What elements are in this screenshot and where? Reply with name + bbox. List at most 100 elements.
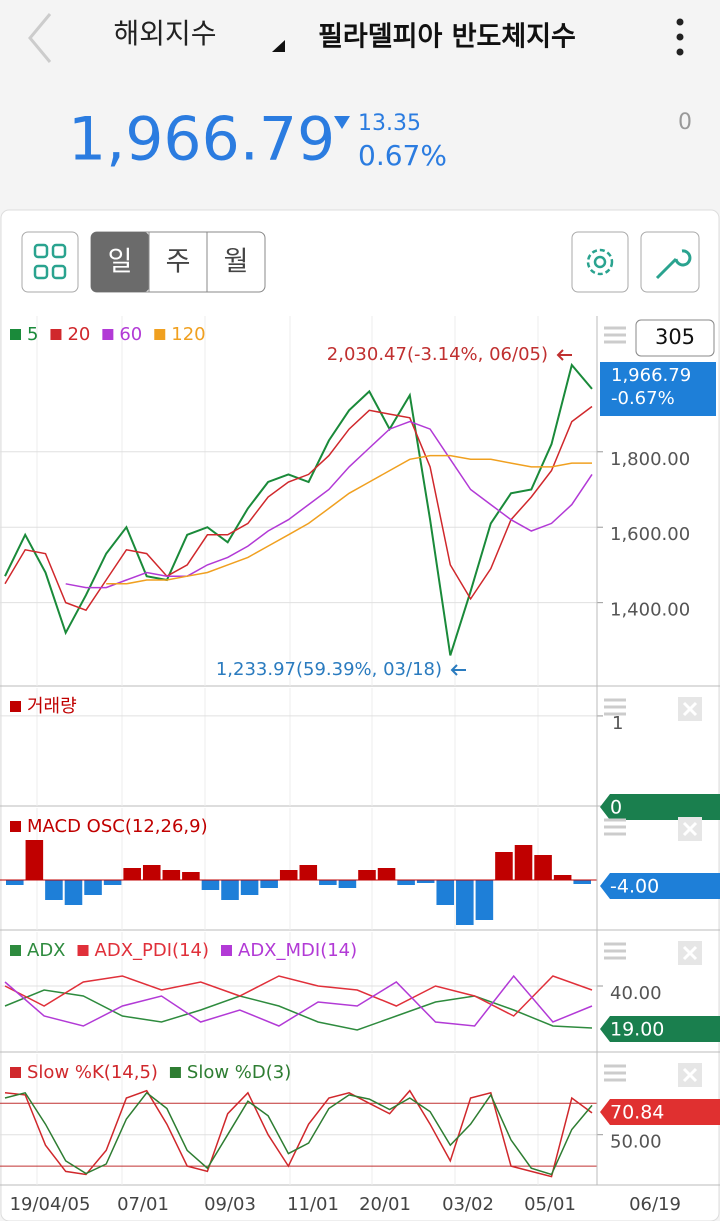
x-tick-label: 09/03 (204, 1194, 256, 1215)
layout-icon (33, 243, 67, 280)
legend-swatch (10, 1067, 21, 1078)
bar (573, 880, 591, 884)
bar (25, 840, 44, 880)
legend-swatch (10, 329, 21, 340)
bar (475, 880, 494, 920)
legend-label: ADX_MDI(14) (238, 940, 357, 961)
dropdown-marker (272, 40, 285, 52)
value-tag (600, 1016, 720, 1042)
change-pct: 0.67% (358, 139, 447, 172)
value-tag (600, 873, 720, 899)
legend-label: Slow %K(14,5) (27, 1062, 158, 1083)
count-label[interactable]: 305 (655, 325, 695, 349)
gear-icon (586, 248, 614, 276)
legend-swatch (154, 329, 166, 340)
right-value: 0 (678, 110, 692, 135)
legend-swatch (102, 329, 114, 340)
close-icon (682, 821, 698, 837)
bar (103, 880, 122, 885)
legend-label: ADX (27, 940, 66, 961)
legend-label: 20 (67, 324, 90, 345)
bar (45, 880, 63, 900)
legend-swatch (77, 945, 89, 956)
bar (123, 868, 141, 880)
bar (260, 880, 278, 888)
price: 1,966.79 (68, 105, 335, 175)
bar (299, 865, 318, 880)
series-line (4, 1091, 593, 1176)
value-tag (600, 794, 720, 820)
close-icon (682, 1067, 698, 1083)
y-tick-label: 1,600.00 (610, 524, 690, 545)
x-tick-label: 07/01 (117, 1194, 169, 1215)
period-button[interactable]: 일 (108, 247, 133, 278)
annotation: 2,030.47(-3.14%, 06/05) (327, 344, 548, 365)
bar (338, 880, 357, 888)
period-button[interactable]: 주 (166, 247, 191, 278)
market-label[interactable]: 해외지수 (113, 17, 216, 50)
bar (358, 870, 376, 880)
y-tick-label: 1 (612, 713, 623, 734)
change: 13.35 (358, 111, 421, 136)
y-tick-label: 1,800.00 (610, 449, 690, 470)
y-tick-label: 50.00 (610, 1132, 662, 1153)
bar (319, 880, 337, 885)
value-tag-label: 19.00 (610, 1019, 664, 1041)
annotation: 1,233.97(59.39%, 03/18) (216, 659, 442, 680)
layout-button[interactable] (21, 231, 79, 293)
legend-swatch (10, 945, 21, 956)
close-icon (682, 945, 698, 961)
bar (534, 855, 552, 880)
tools-button[interactable] (640, 231, 700, 293)
bar (162, 870, 181, 880)
period-selected (91, 232, 149, 292)
bar (201, 880, 220, 890)
bar (553, 875, 572, 880)
index-name[interactable]: 필라델피아 반도체지수 (318, 22, 576, 53)
bar (182, 872, 200, 880)
legend-label: MACD OSC(12,26,9) (27, 816, 208, 837)
series-line (4, 974, 593, 1027)
back-button[interactable] (28, 13, 52, 63)
bar (436, 880, 455, 905)
legend-swatch (169, 1067, 181, 1078)
y-tick-label: 40.00 (610, 983, 662, 1004)
bar (142, 865, 161, 880)
series-line (4, 405, 593, 612)
x-tick-label: 19/04/05 (10, 1194, 91, 1215)
price-tag-label: 1,966.79 (611, 365, 691, 386)
period-button[interactable]: 월 (224, 247, 249, 278)
y-tick-label: 1,400.00 (610, 600, 690, 621)
count-box[interactable] (635, 319, 715, 357)
value-tag-label: 70.84 (610, 1102, 664, 1124)
series-line (4, 1089, 593, 1178)
legend-swatch (221, 945, 232, 956)
legend-swatch (10, 701, 21, 712)
bar (240, 880, 259, 895)
x-tick-label: 20/01 (359, 1194, 411, 1215)
x-tick-label: 03/02 (442, 1194, 494, 1215)
menu-button[interactable] (676, 18, 684, 56)
annotation-arrow (450, 664, 466, 676)
settings-button[interactable] (571, 231, 629, 293)
annotation-arrow (556, 349, 572, 361)
wrench-icon (655, 249, 692, 280)
x-tick-label: 05/01 (524, 1194, 576, 1215)
value-tag (600, 1099, 720, 1125)
legend-label: ADX_PDI(14) (95, 940, 209, 961)
bar (397, 880, 415, 885)
price-tag-label: -0.67% (611, 388, 675, 409)
series-line (65, 420, 593, 589)
value-tag-label: -4.00 (610, 876, 659, 898)
down-arrow (334, 116, 350, 129)
legend-swatch (10, 821, 21, 832)
value-tag-label: 0 (610, 797, 622, 819)
bar (377, 868, 396, 880)
legend-label: 60 (119, 324, 142, 345)
bar (279, 870, 298, 880)
close-icon (682, 701, 698, 717)
legend-label: 5 (27, 324, 38, 345)
price-tag (600, 362, 716, 416)
x-tick-label: 11/01 (287, 1194, 339, 1215)
bar (84, 880, 102, 895)
